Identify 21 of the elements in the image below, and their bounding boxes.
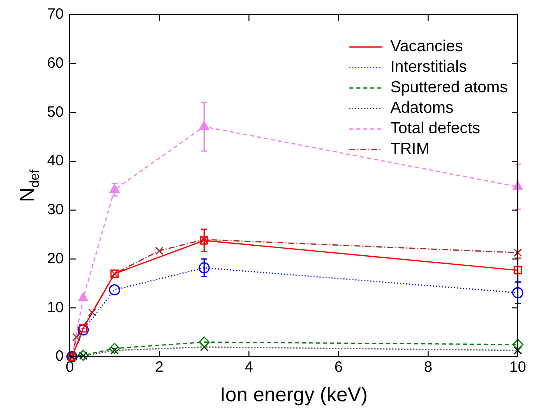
- x-tick-label: 10: [510, 359, 526, 376]
- y-tick-label: 40: [47, 152, 64, 170]
- x-axis-title: Ion energy (keV): [220, 384, 368, 407]
- y-tick-label: 70: [47, 6, 64, 24]
- legend-label: Vacancies: [390, 38, 464, 56]
- x-tick-label: 6: [334, 359, 343, 376]
- legend-label: Interstitials: [390, 59, 468, 76]
- y-tick-label: 20: [47, 250, 64, 268]
- y-axis-title: Ndef: [17, 169, 42, 202]
- legend-label: TRIM: [390, 141, 430, 158]
- legend-label: Sputtered atoms: [390, 80, 508, 97]
- legend-label: Total defects: [390, 120, 480, 138]
- y-tick-label: 60: [47, 55, 64, 72]
- x-tick-label: 4: [245, 359, 254, 376]
- legend-label: Adatoms: [390, 100, 454, 118]
- x-tick-label: 2: [155, 359, 164, 376]
- y-tick-label: 0: [56, 348, 64, 366]
- y-tick-label: 50: [47, 104, 64, 121]
- y-tick-label: 10: [47, 299, 64, 316]
- x-tick-label: 8: [424, 359, 433, 376]
- y-tick-label: 30: [47, 202, 64, 219]
